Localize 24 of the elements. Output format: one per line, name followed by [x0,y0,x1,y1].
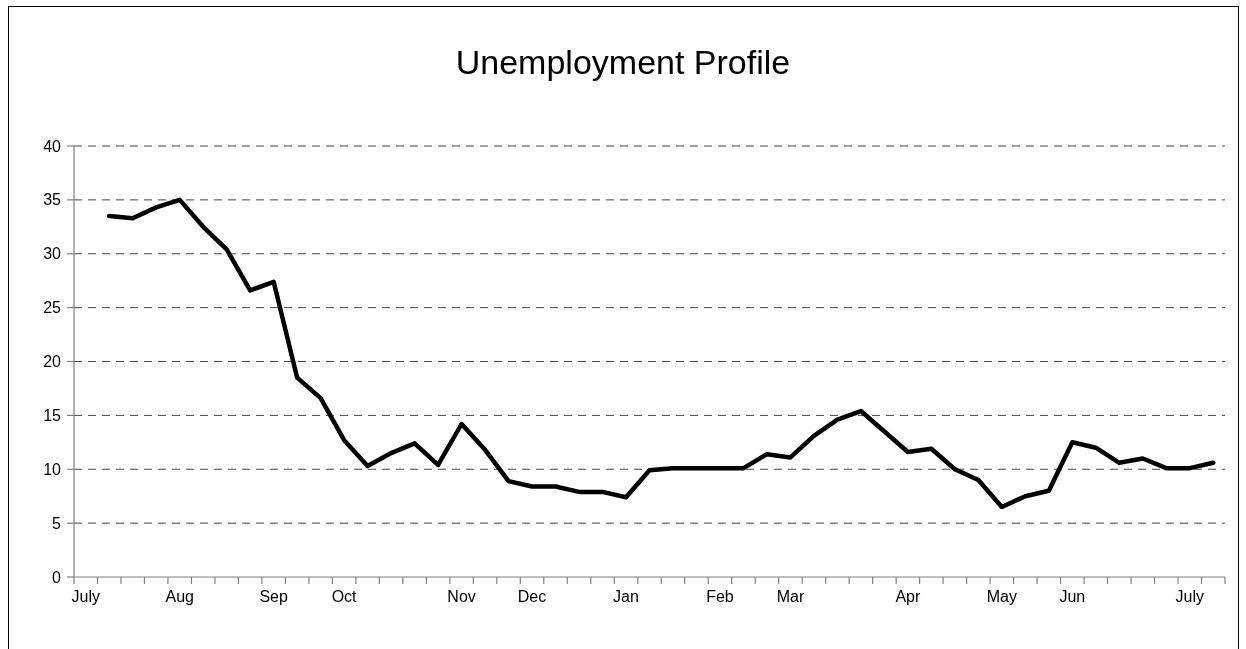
x-tick-label: July [1175,588,1204,605]
x-tick-label: Apr [895,588,921,605]
x-tick-label: Jan [613,588,639,605]
x-tick-label: Oct [331,588,358,605]
y-tick-label: 25 [43,299,62,317]
y-tick-label: 20 [43,353,62,371]
y-tick-label: 10 [43,460,62,478]
y-tick-label: 30 [43,245,62,263]
x-tick-label: Dec [517,588,547,605]
y-tick-label: 35 [43,191,62,209]
y-tick-label: 0 [52,568,62,586]
line-series [106,197,1216,510]
chart-title: Unemployment Profile [455,43,791,81]
x-tick-label: Aug [165,588,194,605]
x-tick-label: Sep [259,588,288,605]
x-tick-label: Feb [706,588,734,605]
x-tick-label: May [986,588,1017,605]
x-tick-label: Jun [1059,588,1086,605]
x-tick-label: Nov [447,588,476,605]
y-tick-label: 5 [52,514,62,532]
x-tick-label: Mar [776,588,805,605]
x-tick-label: July [71,588,100,605]
y-tick-label: 15 [43,406,62,424]
y-tick-label: 40 [43,137,62,155]
